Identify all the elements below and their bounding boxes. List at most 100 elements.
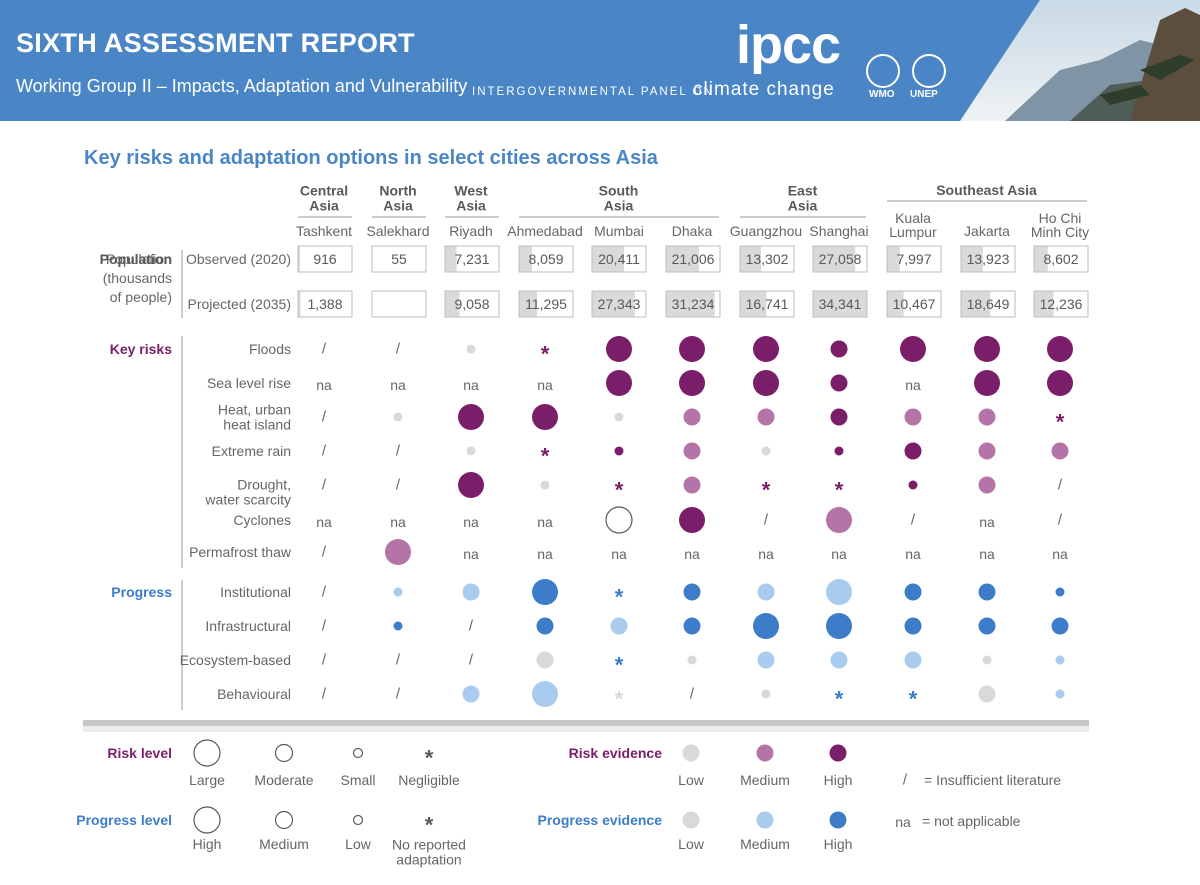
risk-cell-insufficient: / bbox=[1058, 512, 1063, 529]
city-name: Guangzhou bbox=[730, 223, 802, 239]
risk-cell-dot bbox=[753, 336, 779, 362]
progress-cell-negligible: * bbox=[615, 585, 624, 610]
observed-pop-box bbox=[371, 245, 427, 273]
population-label: Population bbox=[106, 251, 172, 267]
legend-na-text: = not applicable bbox=[922, 813, 1021, 829]
progress-cell-dot bbox=[532, 681, 558, 707]
observed-pop-value: 8,059 bbox=[528, 251, 563, 267]
progress-cell-dot bbox=[904, 617, 922, 635]
report-header: SIXTH ASSESSMENT REPORT Working Group II… bbox=[0, 0, 1200, 121]
risk-evidence-dot bbox=[682, 744, 700, 762]
region-header: Southeast Asia bbox=[936, 182, 1037, 198]
projected-pop-fill bbox=[813, 291, 867, 317]
risk-row-label: Sea level rise bbox=[207, 375, 291, 391]
observed-label: Observed (2020) bbox=[186, 251, 291, 267]
projected-pop-value: 10,467 bbox=[893, 296, 936, 312]
risk-evidence-item: Medium bbox=[740, 772, 790, 788]
progress-cell-insufficient: / bbox=[396, 652, 401, 669]
risk-cell-na: na bbox=[611, 546, 627, 562]
progress-cell-dot bbox=[683, 583, 701, 601]
risk-evidence-item: High bbox=[824, 772, 853, 788]
observed-pop-fill bbox=[740, 246, 762, 272]
progress-cell-dot bbox=[687, 655, 697, 665]
risk-evidence-title: Risk evidence bbox=[569, 745, 663, 761]
risk-cell-na: na bbox=[905, 377, 921, 393]
progress-level-item: High bbox=[193, 836, 222, 852]
observed-pop-value: 8,602 bbox=[1043, 251, 1078, 267]
progress-row-label: Behavioural bbox=[217, 686, 291, 702]
risk-cell-na: na bbox=[463, 546, 479, 562]
region-header: Asia bbox=[604, 198, 634, 214]
risk-cell-dot bbox=[978, 442, 996, 460]
risk-cell-dot bbox=[757, 408, 775, 426]
region-header: West bbox=[454, 183, 488, 199]
progress-label: Progress bbox=[111, 584, 172, 600]
progress-evidence-item: Medium bbox=[740, 836, 790, 852]
legend-large-circle bbox=[193, 739, 221, 767]
legend-moderate-circle bbox=[274, 743, 294, 763]
risk-cell-na: na bbox=[537, 377, 553, 393]
legend-negligible-star: * bbox=[425, 746, 434, 771]
risk-cell-insufficient: / bbox=[396, 477, 401, 494]
risk-cell-dot bbox=[830, 340, 848, 358]
progress-evidence-dot bbox=[682, 811, 700, 829]
progress-cell-dot bbox=[826, 613, 852, 639]
risk-row-label: Drought, bbox=[237, 477, 291, 493]
risk-cell-negligible: * bbox=[835, 478, 844, 503]
projected-label: Projected (2035) bbox=[187, 296, 291, 312]
risk-cell-dot bbox=[834, 446, 844, 456]
risk-cell-na: na bbox=[390, 514, 406, 530]
risk-cell-dot bbox=[532, 404, 558, 430]
progress-evidence-dot bbox=[829, 811, 847, 829]
risk-cell-na: na bbox=[316, 377, 332, 393]
legend-separator-shadow bbox=[83, 726, 1089, 732]
projected-pop-value: 16,741 bbox=[746, 296, 789, 312]
progress-cell-dot bbox=[830, 651, 848, 669]
risk-cell-insufficient: / bbox=[1058, 477, 1063, 494]
risk-cell-insufficient: / bbox=[322, 544, 327, 561]
wmo-label: WMO bbox=[869, 89, 895, 100]
observed-pop-value: 20,411 bbox=[598, 251, 640, 267]
legend-insufficient-symbol: / bbox=[903, 772, 908, 789]
city-name: Tashkent bbox=[296, 223, 352, 239]
ipcc-tagline-climate: climate change bbox=[693, 79, 835, 100]
projected-pop-fill bbox=[298, 291, 301, 317]
risk-evidence-dot bbox=[829, 744, 847, 762]
progress-cell-negligible: * bbox=[835, 687, 844, 712]
progress-cell-insufficient: / bbox=[396, 686, 401, 703]
city-name: Riyadh bbox=[449, 223, 493, 239]
risk-cell-na: na bbox=[979, 546, 995, 562]
risk-cell-dot bbox=[830, 374, 848, 392]
observed-pop-value: 7,231 bbox=[454, 251, 489, 267]
legend-small-circle bbox=[352, 747, 364, 759]
risk-cell-na: na bbox=[390, 377, 406, 393]
observed-pop-fill bbox=[592, 246, 625, 272]
risk-cell-dot bbox=[978, 408, 996, 426]
projected-pop-value: 18,649 bbox=[967, 296, 1010, 312]
region-header: South bbox=[599, 183, 639, 199]
observed-pop-value: 7,997 bbox=[896, 251, 931, 267]
region-header: Asia bbox=[383, 198, 413, 214]
projected-pop-fill bbox=[445, 291, 460, 317]
city-name: Dhaka bbox=[672, 223, 713, 239]
risk-row-label: Permafrost thaw bbox=[189, 544, 292, 560]
projected-pop-value: 1,388 bbox=[307, 296, 342, 312]
risk-cell-dot bbox=[1047, 336, 1073, 362]
projected-pop-value: 31,234 bbox=[672, 296, 715, 312]
city-name: Jakarta bbox=[964, 223, 1010, 239]
risk-cell-na: na bbox=[758, 546, 774, 562]
risk-cell-na: na bbox=[316, 514, 332, 530]
progress-row-label: Infrastructural bbox=[205, 618, 291, 634]
risk-cell-dot bbox=[466, 344, 476, 354]
legend-separator bbox=[83, 720, 1089, 726]
progress-cell-dot bbox=[757, 651, 775, 669]
risk-cell-na: na bbox=[537, 514, 553, 530]
progress-cell-dot bbox=[904, 583, 922, 601]
progress-cell-dot bbox=[982, 655, 992, 665]
risk-evidence-dot bbox=[756, 744, 774, 762]
progress-level-item: No reported bbox=[392, 837, 466, 853]
progress-cell-insufficient: / bbox=[322, 618, 327, 635]
risk-cell-dot bbox=[974, 370, 1000, 396]
progress-cell-dot bbox=[532, 579, 558, 605]
observed-pop-value: 13,302 bbox=[746, 251, 789, 267]
